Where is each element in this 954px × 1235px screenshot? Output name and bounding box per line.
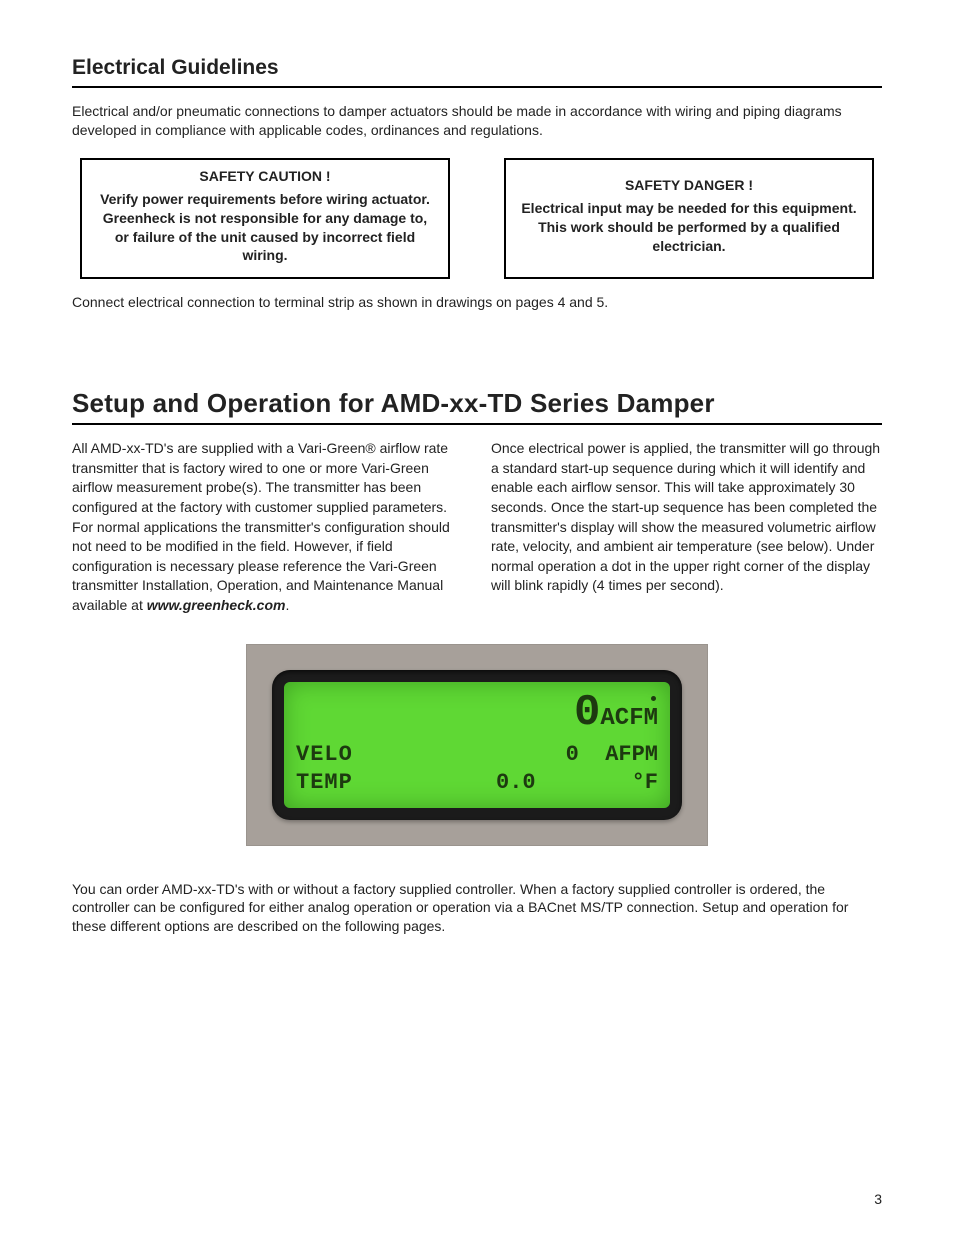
left-col-text-post: . [285, 597, 289, 613]
safety-caution-heading: SAFETY CAUTION ! [96, 168, 434, 184]
connect-note: Connect electrical connection to termina… [72, 293, 882, 312]
section-heading-setup: Setup and Operation for AMD-xx-TD Series… [72, 388, 882, 419]
left-col-text-pre: All AMD-xx-TD's are supplied with a Vari… [72, 440, 450, 613]
lcd-screen: 0 ACFM VELO 0 AFPM TEMP 0.0 [284, 682, 670, 808]
footer-paragraph: You can order AMD-xx-TD's with or withou… [72, 880, 882, 937]
lcd-panel-background: 0 ACFM VELO 0 AFPM TEMP 0.0 [246, 644, 708, 846]
section-heading-electrical: Electrical Guidelines [72, 56, 882, 80]
safety-box-row: SAFETY CAUTION ! Verify power requiremen… [72, 158, 882, 280]
safety-danger-box: SAFETY DANGER ! Electrical input may be … [504, 158, 874, 280]
left-column: All AMD-xx-TD's are supplied with a Vari… [72, 439, 463, 615]
lcd-temp-value: 0.0 [496, 770, 536, 795]
right-column: Once electrical power is applied, the tr… [491, 439, 882, 615]
lcd-figure: 0 ACFM VELO 0 AFPM TEMP 0.0 [72, 644, 882, 846]
lcd-velo-unit: AFPM [605, 742, 658, 767]
lcd-line-2: VELO 0 AFPM [296, 742, 658, 767]
lcd-acfm-value: 0 [574, 700, 598, 726]
lcd-line-3: TEMP 0.0 °F [296, 770, 658, 795]
safety-danger-body: Electrical input may be needed for this … [520, 199, 858, 256]
lcd-velo-label: VELO [296, 742, 353, 767]
safety-caution-box: SAFETY CAUTION ! Verify power requiremen… [80, 158, 450, 280]
lcd-acfm-unit: ACFM [600, 705, 658, 732]
safety-caution-body: Verify power requirements before wiring … [96, 190, 434, 266]
lcd-bezel: 0 ACFM VELO 0 AFPM TEMP 0.0 [272, 670, 682, 820]
intro-paragraph: Electrical and/or pneumatic connections … [72, 102, 882, 140]
heading-rule [72, 86, 882, 88]
lcd-velo-value: 0 [566, 742, 579, 767]
lcd-temp-label: TEMP [296, 770, 353, 795]
heading-rule-2 [72, 423, 882, 425]
page-number: 3 [874, 1191, 882, 1207]
lcd-line-1: 0 ACFM [296, 700, 658, 732]
safety-danger-heading: SAFETY DANGER ! [520, 177, 858, 193]
left-col-link: www.greenheck.com [147, 597, 286, 613]
two-column-body: All AMD-xx-TD's are supplied with a Vari… [72, 439, 882, 615]
document-page: Electrical Guidelines Electrical and/or … [0, 0, 954, 1235]
lcd-temp-unit: °F [632, 770, 658, 795]
